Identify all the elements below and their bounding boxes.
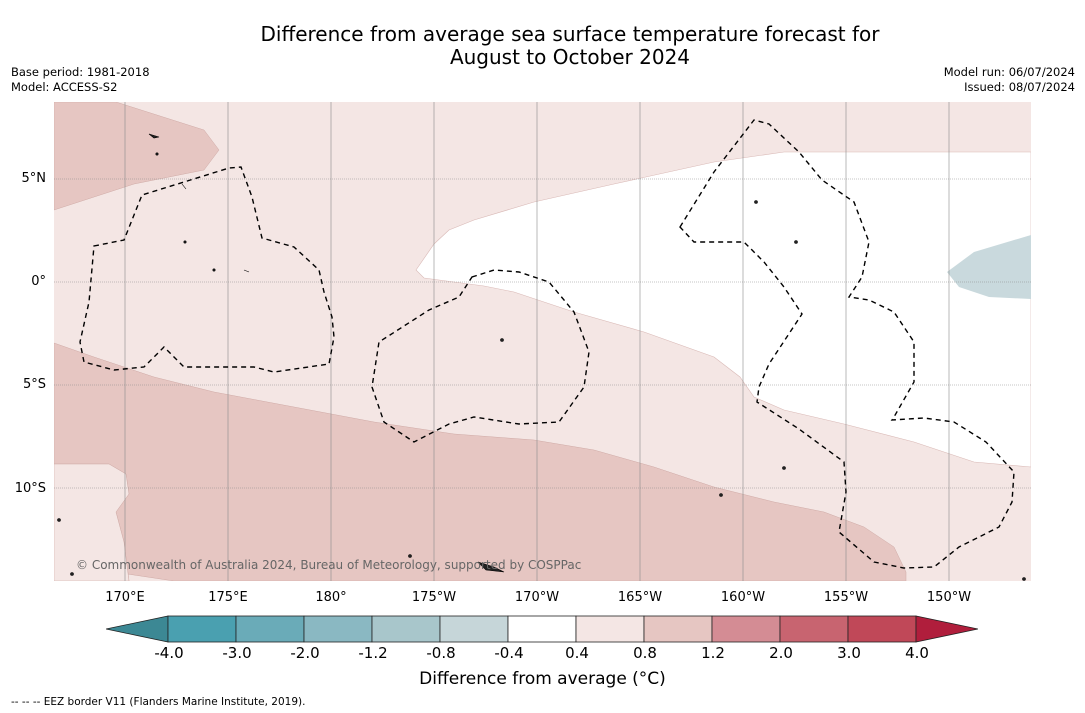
colorbar-tick-9: 2.0 [769, 644, 793, 662]
copyright-notice: © Commonwealth of Australia 2024, Bureau… [76, 558, 582, 572]
island-dot [500, 338, 504, 342]
colorbar-tick-6: 0.4 [565, 644, 589, 662]
light-warm-southwest-pocket [54, 463, 130, 581]
colorbar-tick-1: -3.0 [222, 644, 252, 662]
neutral-equatorial-region [415, 151, 1031, 468]
island-dot [408, 554, 412, 558]
colorbar-bin-4 [439, 615, 509, 643]
colorbar-bins [167, 615, 917, 643]
warm-anomaly-northwest [54, 102, 220, 211]
model-name: Model: ACCESS-S2 [11, 80, 118, 94]
lon-label-170e: 170°E [105, 590, 145, 605]
lat-label-10s: 10°S [14, 481, 46, 496]
lat-label-5s: 5°S [22, 377, 46, 392]
colorbar-tick-3: -1.2 [358, 644, 388, 662]
island-outlines [57, 133, 1026, 581]
colorbar-bin-8 [711, 615, 781, 643]
issued-date: Issued: 08/07/2024 [964, 80, 1075, 94]
island-dot [212, 268, 216, 272]
colorbar-tick-10: 3.0 [837, 644, 861, 662]
eez-kiribati-gilbert [79, 166, 335, 373]
lon-label-180: 180° [315, 590, 347, 605]
colorbar-bin-10 [847, 615, 917, 643]
colorbar-under-arrow [106, 615, 169, 643]
chart-title-line1: Difference from average sea surface temp… [260, 22, 880, 46]
lat-label-5n: 5°N [21, 171, 47, 186]
colorbar-bin-2 [303, 615, 373, 643]
model-run: Model run: 06/07/2024 [943, 65, 1075, 79]
island-dot [183, 240, 187, 244]
colorbar-bin-3 [371, 615, 441, 643]
island-dot [1022, 577, 1026, 581]
colorbar-bin-7 [643, 615, 713, 643]
island-dot [782, 466, 786, 470]
colorbar-tick-11: 4.0 [905, 644, 929, 662]
lon-label-165w: 165°W [617, 590, 663, 605]
lon-label-170w: 170°W [514, 590, 560, 605]
colorbar-label: Difference from average (°C) [419, 669, 666, 689]
island-dot [155, 152, 159, 156]
island-dot [57, 518, 61, 522]
colorbar-over-arrow [915, 615, 978, 643]
colorbar-tick-5: -0.4 [494, 644, 524, 662]
island-dot [719, 493, 723, 497]
lon-label-150w: 150°W [926, 590, 972, 605]
lon-label-160w: 160°W [720, 590, 766, 605]
colorbar-tick-7: 0.8 [633, 644, 657, 662]
eez-tokelau [371, 269, 590, 443]
colorbar [106, 615, 978, 643]
eez-borders [79, 119, 1015, 569]
island-dot [794, 240, 798, 244]
colorbar-bin-1 [235, 615, 305, 643]
lon-label-155w: 155°W [823, 590, 869, 605]
colorbar-tick-4: -0.8 [426, 644, 456, 662]
island-dot [754, 200, 758, 204]
colorbar-bin-0 [167, 615, 237, 643]
base-period: Base period: 1981-2018 [11, 65, 150, 79]
cool-anomaly-east [947, 235, 1031, 299]
island-dot [70, 572, 74, 576]
colorbar-tick-2: -2.0 [290, 644, 320, 662]
lon-label-175e: 175°E [208, 590, 248, 605]
colorbar-bin-5 [507, 615, 577, 643]
island-cluster-north [148, 133, 505, 573]
colorbar-tick-0: -4.0 [154, 644, 184, 662]
chart-title-line2: August to October 2024 [449, 45, 691, 69]
colorbar-bin-6 [575, 615, 645, 643]
colorbar-bin-9 [779, 615, 849, 643]
lon-label-175w: 175°W [411, 590, 457, 605]
colorbar-tick-8: 1.2 [701, 644, 725, 662]
eez-legend-note: -- -- -- EEZ border V11 (Flanders Marine… [11, 696, 306, 708]
lat-label-0: 0° [31, 274, 46, 289]
sst-anomaly-map [54, 102, 1031, 581]
graticule [54, 102, 1031, 581]
